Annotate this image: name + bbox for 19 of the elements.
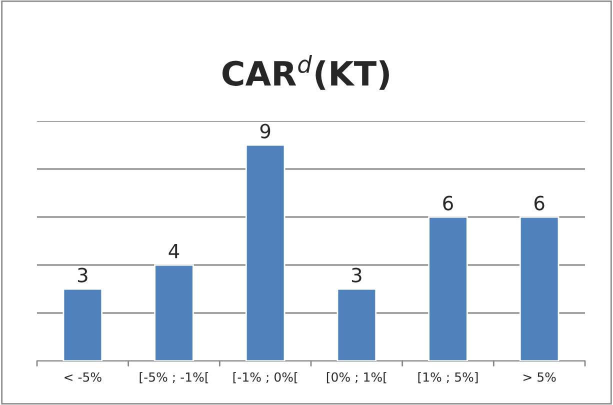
- x-tick-label: [1% ; 5%]: [418, 372, 478, 384]
- data-label: 3: [352, 268, 362, 282]
- bar: [519, 216, 560, 361]
- bar: [428, 216, 468, 361]
- x-tick-label: [0% ; 1%[: [326, 372, 386, 384]
- bar: [62, 288, 103, 361]
- x-tick-label: < -5%: [64, 372, 102, 382]
- bar: [336, 288, 377, 361]
- bar: [245, 144, 286, 361]
- data-label: 6: [443, 196, 453, 210]
- x-tick-label: [-1% ; 0%[: [233, 372, 298, 384]
- data-label: 6: [534, 196, 544, 210]
- bar: [154, 264, 194, 361]
- data-label: 9: [260, 124, 270, 138]
- data-label: 4: [168, 244, 180, 258]
- data-label: 3: [78, 268, 88, 282]
- chart-title: CAR$^{d}$(KT): [222, 54, 389, 90]
- x-tick-label: > 5%: [524, 372, 556, 382]
- x-tick-label: [-5% ; -1%[: [140, 372, 208, 384]
